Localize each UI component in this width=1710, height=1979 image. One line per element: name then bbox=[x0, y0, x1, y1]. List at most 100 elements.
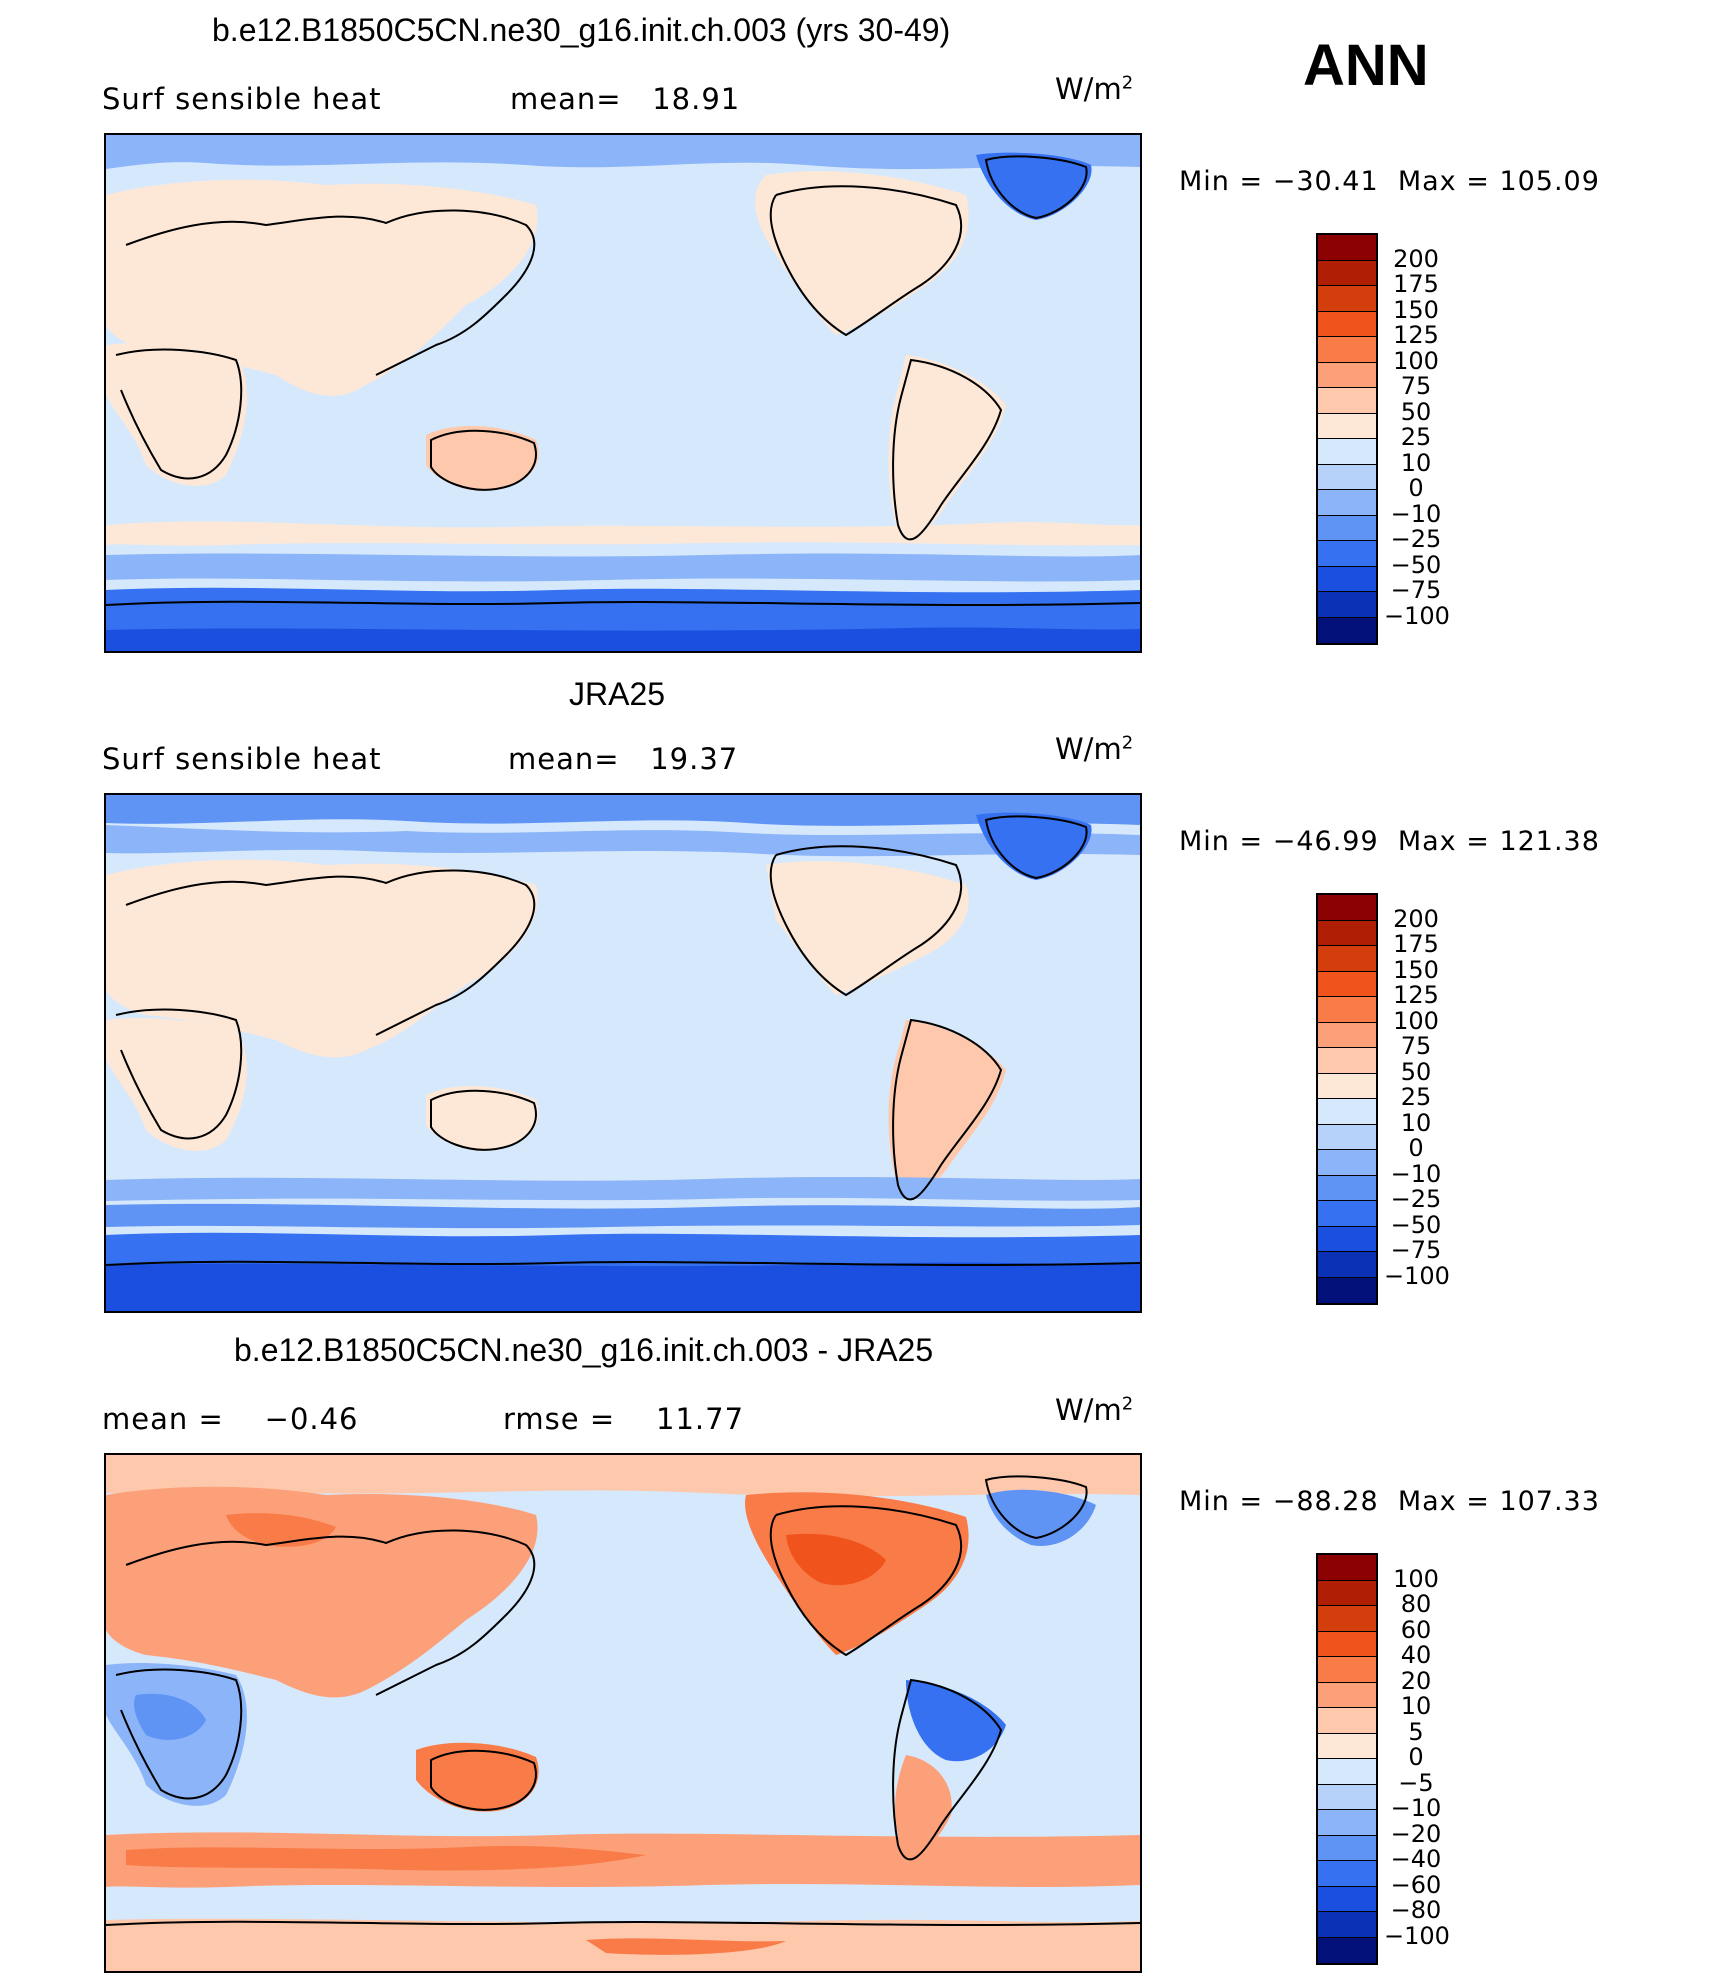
panel3-units: W/m2 bbox=[1055, 1393, 1133, 1427]
colorbar-swatch bbox=[1318, 260, 1376, 286]
colorbar-swatch bbox=[1318, 1937, 1376, 1963]
panel3-units-base: W/m bbox=[1055, 1393, 1122, 1427]
colorbar-swatch bbox=[1318, 286, 1376, 312]
colorbar-swatch bbox=[1318, 337, 1376, 363]
panel3-min-value: −88.28 bbox=[1272, 1486, 1379, 1517]
colorbar-swatch bbox=[1318, 1835, 1376, 1861]
panel1-map bbox=[104, 133, 1142, 653]
panel3-min-label: Min bbox=[1179, 1486, 1230, 1517]
panel1-mean: mean= 18.91 bbox=[510, 82, 740, 116]
panel3-rmse-value: 11.77 bbox=[656, 1402, 745, 1436]
colorbar-swatch bbox=[1318, 1606, 1376, 1632]
panel2-max-value: 121.38 bbox=[1499, 826, 1600, 857]
colorbar-swatch bbox=[1318, 1912, 1376, 1938]
panel1-map-svg bbox=[106, 135, 1140, 651]
colorbar-level-label: −100 bbox=[1384, 601, 1450, 630]
colorbar-swatch bbox=[1318, 592, 1376, 618]
colorbar-level-label: 0 bbox=[1408, 1743, 1424, 1771]
panel3-map-svg bbox=[106, 1455, 1140, 1971]
colorbar-level-label: 60 bbox=[1400, 1615, 1432, 1644]
panel2-max-label: Max bbox=[1397, 826, 1457, 857]
colorbar-swatch bbox=[1318, 388, 1376, 414]
panel2-units-exp: 2 bbox=[1121, 732, 1134, 754]
panel2-mean: mean= 19.37 bbox=[508, 742, 738, 776]
colorbar-swatch bbox=[1318, 617, 1376, 643]
colorbar-level-label: −80 bbox=[1390, 1896, 1442, 1924]
colorbar-level-label: 10 bbox=[1400, 1108, 1432, 1137]
colorbar-level-label: 75 bbox=[1400, 1032, 1432, 1060]
colorbar-level-label: −10 bbox=[1390, 1159, 1442, 1188]
colorbar-swatch bbox=[1318, 1175, 1376, 1201]
colorbar-swatch bbox=[1318, 311, 1376, 337]
colorbar-swatch bbox=[1318, 1099, 1376, 1125]
panel1-title: b.e12.B1850C5CN.ne30_g16.init.ch.003 (yr… bbox=[212, 12, 951, 48]
panel3-colorbar bbox=[1316, 1553, 1378, 1965]
colorbar-level-label: 125 bbox=[1393, 321, 1439, 349]
panel3-mean-value: −0.46 bbox=[264, 1402, 359, 1436]
colorbar-swatch bbox=[1318, 1784, 1376, 1810]
colorbar-swatch bbox=[1318, 490, 1376, 516]
colorbar-swatch bbox=[1318, 946, 1376, 972]
colorbar-swatch bbox=[1318, 464, 1376, 490]
colorbar-swatch bbox=[1318, 1861, 1376, 1887]
colorbar-level-label: −75 bbox=[1390, 1236, 1442, 1264]
colorbar-level-label: 100 bbox=[1393, 1564, 1439, 1593]
colorbar-swatch bbox=[1318, 1810, 1376, 1836]
colorbar-level-label: −60 bbox=[1390, 1870, 1442, 1899]
panel1-min-value: −30.41 bbox=[1272, 166, 1379, 197]
panel1-max-label: Max bbox=[1397, 166, 1457, 197]
panel3-max-value: 107.33 bbox=[1499, 1486, 1600, 1517]
colorbar-level-label: 175 bbox=[1393, 270, 1439, 298]
colorbar-level-label: 10 bbox=[1400, 1692, 1432, 1720]
panel3-rmse-label: rmse = bbox=[503, 1402, 616, 1436]
panel1-min-label: Min bbox=[1179, 166, 1230, 197]
colorbar-swatch bbox=[1318, 566, 1376, 592]
colorbar-level-label: −40 bbox=[1390, 1845, 1442, 1873]
panel2-mean-value: 19.37 bbox=[650, 742, 739, 776]
colorbar-swatch bbox=[1318, 1124, 1376, 1150]
panel3-max-label: Max bbox=[1397, 1486, 1457, 1517]
panel2-minmax: Min = −46.99 Max = 121.38 bbox=[1179, 826, 1600, 857]
panel2-variable-label: Surf sensible heat bbox=[102, 742, 382, 776]
panel3-mean-label: mean = bbox=[102, 1402, 224, 1436]
panel1-colorbar bbox=[1316, 233, 1378, 645]
colorbar-level-label: 20 bbox=[1400, 1666, 1432, 1695]
panel2-map-svg bbox=[106, 795, 1140, 1311]
panel2-mean-label: mean= bbox=[508, 742, 620, 776]
panel1-units-base: W/m bbox=[1055, 72, 1122, 106]
colorbar-swatch bbox=[1318, 1733, 1376, 1759]
colorbar-swatch bbox=[1318, 515, 1376, 541]
colorbar-swatch bbox=[1318, 1226, 1376, 1252]
colorbar-level-label: −75 bbox=[1390, 576, 1442, 604]
panel2-min-label: Min bbox=[1179, 826, 1230, 857]
colorbar-level-label: 50 bbox=[1400, 1057, 1432, 1086]
panel1-minmax: Min = −30.41 Max = 105.09 bbox=[1179, 166, 1600, 197]
colorbar-swatch bbox=[1318, 1048, 1376, 1074]
colorbar-swatch bbox=[1318, 1022, 1376, 1048]
panel1-mean-value: 18.91 bbox=[652, 82, 741, 116]
panel2-min-value: −46.99 bbox=[1272, 826, 1379, 857]
colorbar-swatch bbox=[1318, 1682, 1376, 1708]
panel1-units-exp: 2 bbox=[1121, 72, 1134, 94]
colorbar-swatch bbox=[1318, 920, 1376, 946]
panel1-variable-label: Surf sensible heat bbox=[102, 82, 382, 116]
colorbar-level-label: 200 bbox=[1393, 904, 1439, 933]
panel1-units: W/m2 bbox=[1055, 72, 1133, 106]
panel1-mean-label: mean= bbox=[510, 82, 622, 116]
colorbar-swatch bbox=[1318, 1150, 1376, 1176]
colorbar-swatch bbox=[1318, 1580, 1376, 1606]
colorbar-level-label: 80 bbox=[1400, 1590, 1432, 1618]
panel3-minmax: Min = −88.28 Max = 107.33 bbox=[1179, 1486, 1600, 1517]
colorbar-level-label: −100 bbox=[1384, 1261, 1450, 1290]
colorbar-level-label: 150 bbox=[1393, 295, 1439, 324]
colorbar-level-label: −10 bbox=[1390, 1794, 1442, 1822]
colorbar-swatch bbox=[1318, 439, 1376, 465]
colorbar-swatch bbox=[1318, 1759, 1376, 1785]
panel3-mean: mean = −0.46 bbox=[102, 1402, 359, 1436]
colorbar-level-label: −50 bbox=[1390, 1210, 1442, 1239]
colorbar-level-label: 100 bbox=[1393, 1006, 1439, 1035]
colorbar-level-label: 25 bbox=[1400, 423, 1432, 451]
season-label: ANN bbox=[1303, 33, 1429, 98]
colorbar-swatch bbox=[1318, 971, 1376, 997]
colorbar-level-label: 0 bbox=[1408, 1134, 1424, 1162]
